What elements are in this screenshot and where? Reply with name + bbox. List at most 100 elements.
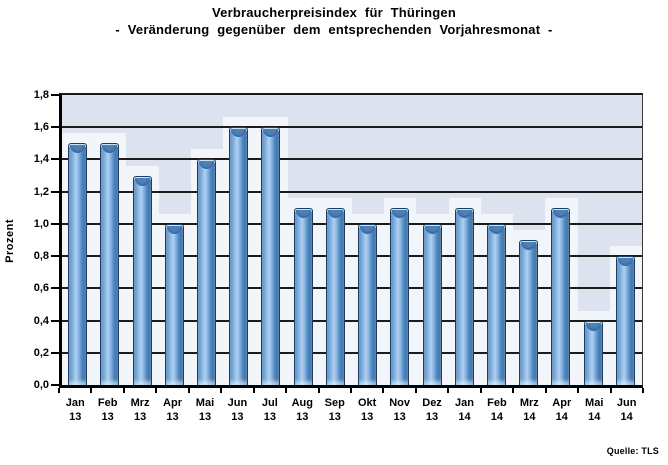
y-tick-mark <box>51 158 59 161</box>
x-label-month: Apr <box>163 397 182 409</box>
bar <box>486 223 506 385</box>
bar <box>390 207 410 385</box>
chart-subtitle: - Veränderung gegenüber dem entsprechend… <box>115 22 553 37</box>
bar <box>196 159 216 385</box>
x-label-year: 14 <box>588 411 601 423</box>
bar-slot <box>448 95 481 385</box>
bar-slot <box>223 95 256 385</box>
x-tick-label: Apr 14 <box>546 396 578 424</box>
y-axis-tick-marks <box>51 94 59 386</box>
x-label-month: Okt <box>357 397 377 409</box>
x-tick-label: Sep 13 <box>319 396 351 424</box>
bar <box>325 207 345 385</box>
x-label-year: 14 <box>555 411 568 423</box>
x-label-year: 13 <box>166 411 179 423</box>
x-label-month: Feb <box>487 397 507 409</box>
bar-slot <box>62 95 95 385</box>
bar-slot <box>287 95 320 385</box>
x-label-year: 13 <box>101 411 114 423</box>
x-label-year: 13 <box>231 411 244 423</box>
x-label-year: 13 <box>425 411 439 423</box>
x-axis-tick-labels: Jan 13 Feb 13 Mrz 13 Apr 13 Mai 13 Jun 13 Jul 13 Aug 13… <box>59 396 643 424</box>
x-label-year: 13 <box>69 411 82 423</box>
x-label-year: 13 <box>133 411 147 423</box>
x-label-month: Nov <box>389 397 410 409</box>
chart-title-block: Verbraucherpreisindex für Thüringen - Ve… <box>0 4 668 38</box>
x-tick-mark <box>544 388 547 393</box>
source-note: Quelle: TLS <box>606 446 659 456</box>
x-tick-label: Mai 13 <box>189 396 221 424</box>
x-tick-label: Jun 14 <box>610 396 642 424</box>
bar-slot <box>126 95 159 385</box>
x-tick-mark <box>155 388 158 393</box>
y-tick-label: 0,0 <box>33 379 49 391</box>
y-tick-label: 1,0 <box>33 217 49 230</box>
y-tick-mark <box>51 222 59 225</box>
y-axis-tick-labels: 1,8 1,6 1,4 1,2 1,0 0,8 0,6 0,4 0,2 0,0 <box>0 89 49 391</box>
x-label-month: Feb <box>97 397 118 409</box>
gridline <box>62 222 642 225</box>
gridline <box>62 351 642 354</box>
x-tick-mark <box>512 388 515 393</box>
gridline <box>62 255 642 258</box>
x-label-year: 13 <box>296 411 309 423</box>
bar <box>615 256 635 385</box>
x-tick-mark <box>577 388 580 393</box>
chart-title: Verbraucherpreisindex für Thüringen <box>212 5 456 20</box>
x-label-year: 13 <box>361 411 374 423</box>
bar-slot <box>480 95 514 385</box>
x-tick-mark <box>187 388 190 393</box>
x-tick-mark <box>252 388 255 393</box>
x-tick-mark <box>414 388 417 393</box>
y-tick-mark <box>51 319 59 322</box>
x-label-month: Jan <box>65 397 85 409</box>
y-tick-label: 1,2 <box>33 185 49 198</box>
bar <box>454 207 474 385</box>
x-tick-label: Feb 14 <box>481 396 513 424</box>
y-tick-mark <box>51 384 59 386</box>
x-label-year: 13 <box>198 411 212 423</box>
x-label-month: Jan <box>454 397 474 409</box>
x-label-month: Mai <box>195 397 215 409</box>
x-label-month: Dez <box>422 397 442 409</box>
x-tick-label: Nov 13 <box>383 396 415 424</box>
x-label-year: 14 <box>490 411 504 423</box>
x-label-year: 14 <box>523 411 536 423</box>
plot-area <box>59 93 643 388</box>
bar <box>68 143 88 385</box>
y-tick-mark <box>51 94 59 96</box>
y-tick-label: 1,4 <box>33 153 49 166</box>
x-tick-label: Jan 14 <box>448 396 480 424</box>
bar-slot <box>351 95 385 385</box>
x-tick-label: Jan 13 <box>59 396 91 424</box>
bar <box>358 223 378 385</box>
bar-slot <box>94 95 127 385</box>
x-label-month: Jun <box>616 397 637 409</box>
x-tick-label: Mrz 13 <box>124 396 156 424</box>
x-label-month: Aug <box>291 397 313 409</box>
bar-slot <box>158 95 191 385</box>
x-tick-label: Jul 13 <box>254 396 286 424</box>
x-tick-label: Aug 13 <box>286 396 318 424</box>
bar-slot <box>190 95 224 385</box>
x-tick-label: Mrz 14 <box>513 396 545 424</box>
bar <box>229 127 249 385</box>
x-tick-mark <box>447 388 450 393</box>
bar <box>293 207 313 385</box>
gridline <box>62 126 642 129</box>
x-label-year: 13 <box>328 411 341 423</box>
bar <box>519 240 539 385</box>
gridline <box>62 190 642 193</box>
x-label-month: Apr <box>552 397 572 409</box>
x-tick-label: Okt 13 <box>351 396 383 424</box>
bar <box>132 175 152 385</box>
x-label-month: Jun <box>227 397 248 409</box>
x-tick-mark <box>285 388 288 393</box>
bar-slot <box>384 95 417 385</box>
bar-slot <box>609 95 642 385</box>
x-label-year: 13 <box>263 411 276 423</box>
x-tick-mark <box>479 388 482 393</box>
x-label-month: Mai <box>585 397 604 409</box>
x-tick-mark <box>220 388 223 393</box>
